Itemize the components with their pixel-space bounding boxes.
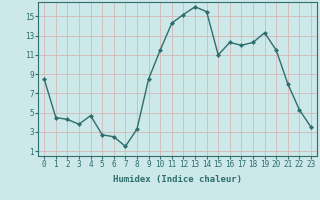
X-axis label: Humidex (Indice chaleur): Humidex (Indice chaleur) (113, 175, 242, 184)
